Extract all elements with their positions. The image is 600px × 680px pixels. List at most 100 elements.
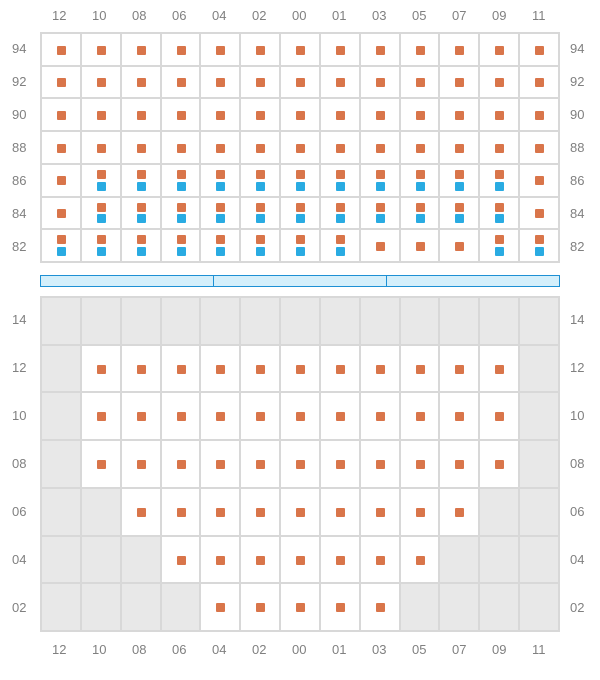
seat-cell[interactable] (121, 440, 161, 488)
seat-cell[interactable] (240, 197, 280, 230)
seat-cell[interactable] (479, 66, 519, 99)
seat-cell[interactable] (161, 229, 201, 262)
seat-cell[interactable] (161, 345, 201, 393)
seat-cell[interactable] (400, 229, 440, 262)
seat-cell[interactable] (81, 229, 121, 262)
seat-cell[interactable] (121, 98, 161, 131)
seat-cell[interactable] (439, 33, 479, 66)
seat-cell[interactable] (41, 197, 81, 230)
seat-cell[interactable] (81, 98, 121, 131)
seat-cell[interactable] (519, 33, 559, 66)
seat-cell[interactable] (360, 345, 400, 393)
seat-cell[interactable] (121, 229, 161, 262)
seat-cell[interactable] (320, 33, 360, 66)
seat-cell[interactable] (240, 583, 280, 631)
seat-cell[interactable] (320, 583, 360, 631)
seat-cell[interactable] (161, 33, 201, 66)
seat-cell[interactable] (81, 33, 121, 66)
seat-cell[interactable] (439, 488, 479, 536)
seat-cell[interactable] (240, 98, 280, 131)
seat-cell[interactable] (121, 131, 161, 164)
seat-cell[interactable] (121, 345, 161, 393)
seat-cell[interactable] (439, 229, 479, 262)
seat-cell[interactable] (240, 131, 280, 164)
seat-cell[interactable] (360, 583, 400, 631)
seat-cell[interactable] (400, 164, 440, 197)
seat-cell[interactable] (439, 164, 479, 197)
seat-cell[interactable] (280, 33, 320, 66)
seat-cell[interactable] (280, 229, 320, 262)
seat-cell[interactable] (200, 392, 240, 440)
seat-cell[interactable] (320, 440, 360, 488)
seat-cell[interactable] (320, 164, 360, 197)
seat-cell[interactable] (320, 536, 360, 584)
seat-cell[interactable] (81, 66, 121, 99)
seat-cell[interactable] (41, 131, 81, 164)
seat-cell[interactable] (200, 98, 240, 131)
seat-cell[interactable] (479, 98, 519, 131)
seat-cell[interactable] (280, 488, 320, 536)
seat-cell[interactable] (400, 66, 440, 99)
seat-cell[interactable] (121, 164, 161, 197)
seat-cell[interactable] (280, 131, 320, 164)
seat-cell[interactable] (200, 164, 240, 197)
seat-cell[interactable] (439, 197, 479, 230)
seat-cell[interactable] (240, 345, 280, 393)
seat-cell[interactable] (81, 392, 121, 440)
seat-cell[interactable] (121, 392, 161, 440)
seat-cell[interactable] (200, 345, 240, 393)
seat-cell[interactable] (41, 164, 81, 197)
seat-cell[interactable] (479, 345, 519, 393)
seat-cell[interactable] (200, 33, 240, 66)
seat-cell[interactable] (161, 131, 201, 164)
seat-cell[interactable] (320, 131, 360, 164)
seat-cell[interactable] (519, 197, 559, 230)
seat-cell[interactable] (400, 131, 440, 164)
seat-cell[interactable] (400, 345, 440, 393)
seat-cell[interactable] (280, 583, 320, 631)
seat-cell[interactable] (479, 131, 519, 164)
seat-cell[interactable] (240, 164, 280, 197)
seat-cell[interactable] (280, 197, 320, 230)
seat-cell[interactable] (81, 345, 121, 393)
seat-cell[interactable] (81, 131, 121, 164)
seat-cell[interactable] (81, 440, 121, 488)
seat-cell[interactable] (439, 131, 479, 164)
seat-cell[interactable] (240, 536, 280, 584)
seat-cell[interactable] (121, 488, 161, 536)
seat-cell[interactable] (240, 33, 280, 66)
seat-cell[interactable] (41, 66, 81, 99)
seat-cell[interactable] (320, 197, 360, 230)
seat-cell[interactable] (280, 536, 320, 584)
seat-cell[interactable] (161, 392, 201, 440)
seat-cell[interactable] (519, 98, 559, 131)
seat-cell[interactable] (320, 229, 360, 262)
seat-cell[interactable] (240, 66, 280, 99)
seat-cell[interactable] (280, 66, 320, 99)
seat-cell[interactable] (360, 229, 400, 262)
seat-cell[interactable] (200, 536, 240, 584)
seat-cell[interactable] (439, 66, 479, 99)
seat-cell[interactable] (280, 440, 320, 488)
seat-cell[interactable] (400, 488, 440, 536)
seat-cell[interactable] (121, 197, 161, 230)
seat-cell[interactable] (41, 229, 81, 262)
seat-cell[interactable] (240, 440, 280, 488)
seat-cell[interactable] (240, 488, 280, 536)
seat-cell[interactable] (519, 229, 559, 262)
seat-cell[interactable] (519, 164, 559, 197)
seat-cell[interactable] (200, 488, 240, 536)
seat-cell[interactable] (479, 440, 519, 488)
seat-cell[interactable] (320, 345, 360, 393)
seat-cell[interactable] (41, 33, 81, 66)
seat-cell[interactable] (360, 164, 400, 197)
seat-cell[interactable] (400, 536, 440, 584)
seat-cell[interactable] (360, 488, 400, 536)
seat-cell[interactable] (360, 536, 400, 584)
seat-cell[interactable] (320, 98, 360, 131)
seat-cell[interactable] (320, 392, 360, 440)
seat-cell[interactable] (280, 345, 320, 393)
seat-cell[interactable] (320, 66, 360, 99)
seat-cell[interactable] (519, 66, 559, 99)
seat-cell[interactable] (519, 131, 559, 164)
